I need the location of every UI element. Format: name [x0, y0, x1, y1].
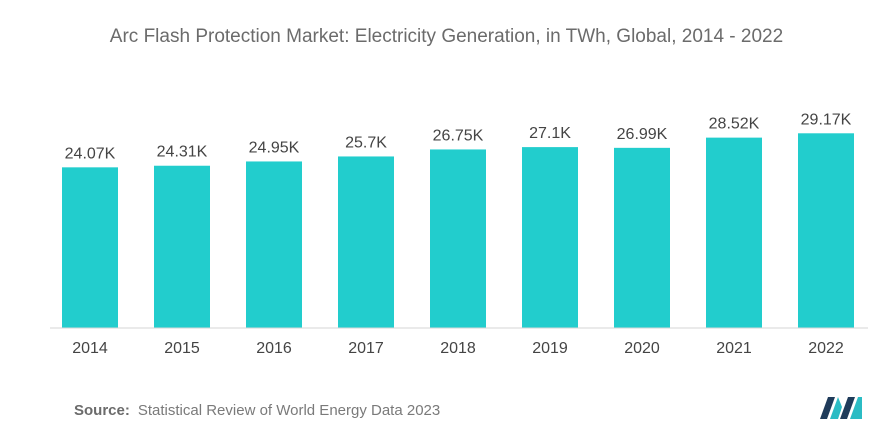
data-label-2016: 24.95K: [249, 139, 300, 156]
x-tick-2014: 2014: [72, 340, 108, 357]
data-label-2021: 28.52K: [709, 116, 760, 133]
bar-2021: [706, 137, 762, 328]
x-ticks-group: 2014 2015 2016 2017 2018 2019 2020 2021 2022: [72, 340, 844, 357]
x-tick-2020: 2020: [624, 340, 660, 357]
x-tick-2018: 2018: [440, 340, 476, 357]
source-note: Source: Statistical Review of World Energ…: [74, 402, 440, 419]
x-tick-2016: 2016: [256, 340, 292, 357]
source-label: Source:: [74, 402, 130, 419]
bars-group: [62, 133, 854, 328]
data-label-2014: 24.07K: [65, 145, 116, 162]
data-label-2019: 27.1K: [529, 125, 571, 142]
chart-title: Arc Flash Protection Market: Electricity…: [109, 26, 784, 47]
bar-2022: [798, 133, 854, 328]
bar-2020: [614, 147, 670, 328]
bar-2019: [522, 147, 578, 328]
bar-2016: [246, 161, 302, 328]
x-tick-2015: 2015: [164, 340, 200, 357]
data-label-2018: 26.75K: [433, 127, 484, 144]
data-label-2017: 25.7K: [345, 134, 387, 151]
x-tick-2022: 2022: [808, 340, 844, 357]
x-tick-2021: 2021: [716, 340, 752, 357]
value-labels-group: 24.07K 24.31K 24.95K 25.7K 26.75K 27.1K 26.99K…: [65, 111, 852, 162]
bar-2017: [338, 156, 394, 328]
bar-2015: [154, 165, 210, 328]
mordor-logo-icon: [820, 397, 862, 419]
data-label-2022: 29.17K: [801, 111, 852, 128]
bar-2018: [430, 149, 486, 328]
data-label-2015: 24.31K: [157, 144, 208, 161]
x-tick-2017: 2017: [348, 340, 384, 357]
data-label-2020: 26.99K: [617, 126, 668, 143]
x-tick-2019: 2019: [532, 340, 568, 357]
bar-2014: [62, 167, 118, 328]
source-text: Statistical Review of World Energy Data …: [137, 402, 441, 419]
